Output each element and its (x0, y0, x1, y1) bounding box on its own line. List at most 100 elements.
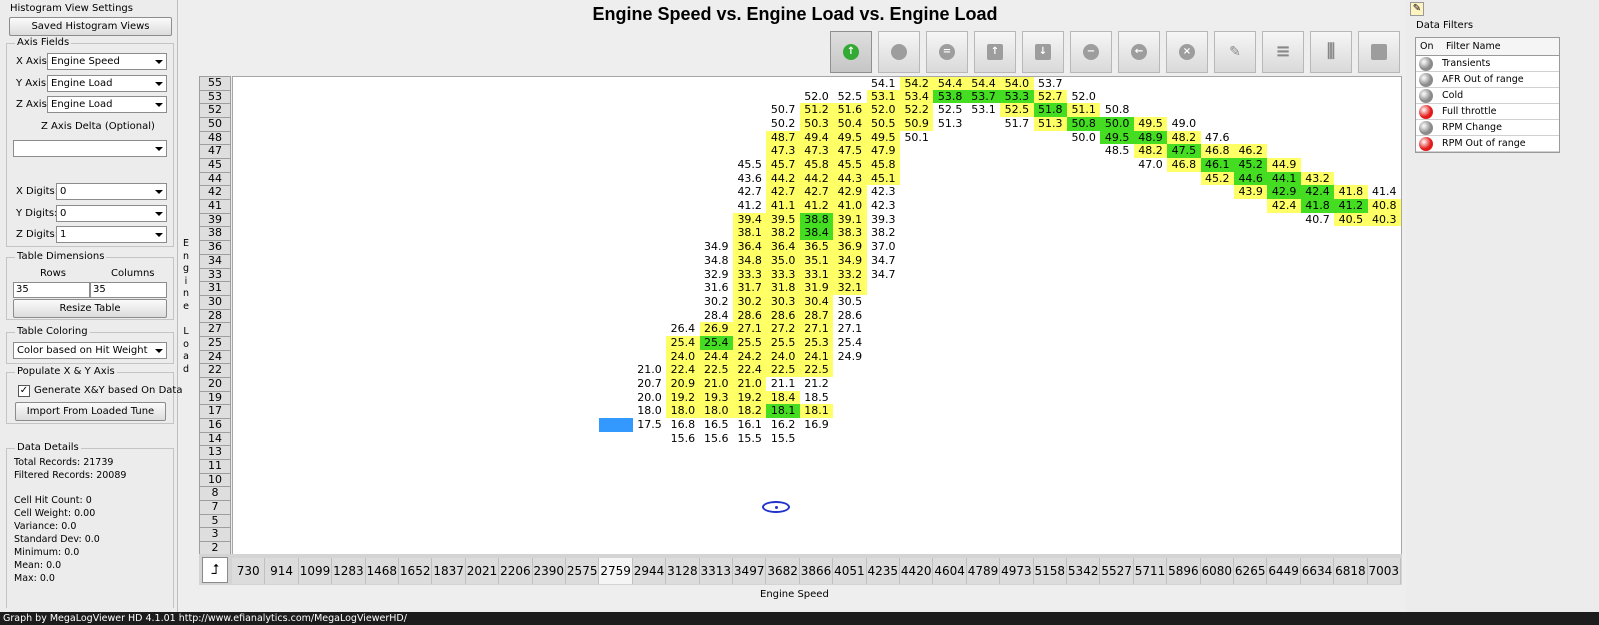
table-cell[interactable]: 53.7 (1033, 76, 1068, 91)
table-cell[interactable] (365, 117, 400, 132)
table-cell[interactable] (1367, 363, 1402, 378)
table-cell[interactable] (866, 335, 901, 351)
table-cell[interactable]: 35.1 (799, 253, 835, 269)
table-cell[interactable] (499, 117, 534, 132)
table-cell[interactable] (599, 158, 634, 173)
table-cell[interactable] (365, 103, 400, 119)
table-cell[interactable]: 39.5 (766, 212, 801, 228)
table-cell[interactable] (332, 253, 367, 269)
table-cell[interactable] (933, 240, 968, 255)
table-cell[interactable] (566, 171, 601, 187)
rows-button[interactable]: ≡ (1262, 31, 1304, 73)
table-cell[interactable] (699, 500, 734, 515)
table-cell[interactable] (1234, 349, 1269, 365)
table-cell[interactable]: 51.6 (833, 103, 868, 119)
table-cell[interactable] (465, 349, 501, 365)
table-cell[interactable] (365, 281, 400, 296)
table-cell[interactable] (632, 89, 668, 105)
table-cell[interactable] (1100, 486, 1135, 502)
table-cell[interactable] (632, 459, 668, 474)
table-cell[interactable] (399, 294, 434, 310)
table-cell[interactable] (1000, 390, 1035, 406)
table-cell[interactable] (232, 513, 267, 529)
table-cell[interactable] (298, 226, 334, 242)
table-cell[interactable] (432, 390, 467, 406)
table-cell[interactable] (332, 513, 367, 529)
table-cell[interactable] (1167, 486, 1202, 502)
table-cell[interactable] (1033, 404, 1068, 419)
table-cell[interactable] (265, 404, 300, 419)
table-cell[interactable]: 53.3 (1000, 89, 1035, 105)
table-cell[interactable] (365, 76, 400, 91)
table-cell[interactable] (1267, 500, 1302, 515)
table-cell[interactable] (1100, 281, 1135, 296)
table-cell[interactable] (1200, 472, 1235, 488)
table-cell[interactable] (666, 226, 701, 242)
table-cell[interactable] (532, 418, 567, 433)
table-cell[interactable]: 54.4 (966, 76, 1002, 91)
table-cell[interactable] (1133, 199, 1169, 214)
table-cell[interactable] (265, 281, 300, 296)
table-cell[interactable] (399, 253, 434, 269)
table-cell[interactable] (1334, 445, 1369, 461)
table-cell[interactable] (799, 472, 835, 488)
table-cell[interactable] (1200, 199, 1235, 214)
table-cell[interactable] (1133, 89, 1169, 105)
table-cell[interactable] (1067, 267, 1102, 283)
table-cell[interactable] (599, 117, 634, 132)
table-cell[interactable] (1367, 472, 1402, 488)
table-cell[interactable] (465, 240, 501, 255)
table-cell[interactable] (1067, 253, 1102, 269)
table-cell[interactable] (1033, 130, 1068, 146)
table-cell[interactable] (1167, 103, 1202, 119)
table-cell[interactable] (332, 431, 367, 447)
table-cell[interactable] (399, 144, 434, 160)
table-cell[interactable] (1000, 527, 1035, 543)
table-cell[interactable] (298, 76, 334, 91)
table-cell[interactable] (399, 89, 434, 105)
table-cell[interactable] (1100, 76, 1135, 91)
table-cell[interactable] (1200, 281, 1235, 296)
table-cell[interactable]: 36.5 (799, 240, 835, 255)
table-cell[interactable] (566, 513, 601, 529)
table-cell[interactable] (1067, 459, 1102, 474)
table-cell[interactable]: 21.0 (632, 363, 668, 378)
table-cell[interactable] (1167, 89, 1202, 105)
table-cell[interactable] (298, 445, 334, 461)
table-cell[interactable] (799, 431, 835, 447)
table-cell[interactable] (365, 212, 400, 228)
z-digits-select[interactable]: 1 (56, 226, 167, 243)
table-cell[interactable] (1133, 322, 1169, 337)
table-cell[interactable] (265, 103, 300, 119)
table-cell[interactable] (966, 267, 1002, 283)
table-cell[interactable]: 38.4 (799, 226, 835, 242)
table-cell[interactable] (532, 459, 567, 474)
table-cell[interactable] (1300, 308, 1336, 324)
table-cell[interactable] (1167, 376, 1202, 392)
filter-off-icon[interactable] (1419, 121, 1433, 135)
table-cell[interactable] (465, 500, 501, 515)
table-cell[interactable] (432, 103, 467, 119)
table-cell[interactable]: 34.8 (699, 253, 734, 269)
table-cell[interactable] (666, 144, 701, 160)
table-cell[interactable] (265, 212, 300, 228)
table-cell[interactable] (1000, 349, 1035, 365)
table-cell[interactable] (499, 294, 534, 310)
table-cell[interactable] (265, 240, 300, 255)
table-cell[interactable]: 30.5 (833, 294, 868, 310)
table-cell[interactable]: 50.8 (1067, 117, 1102, 132)
table-cell[interactable] (399, 117, 434, 132)
table-cell[interactable]: 40.8 (1367, 199, 1402, 214)
table-cell[interactable] (1067, 185, 1102, 201)
table-cell[interactable]: 50.3 (799, 117, 835, 132)
table-cell[interactable] (432, 281, 467, 296)
table-cell[interactable] (900, 376, 935, 392)
table-cell[interactable] (566, 281, 601, 296)
table-cell[interactable] (900, 418, 935, 433)
table-cell[interactable]: 52.0 (866, 103, 901, 119)
table-cell[interactable] (1000, 500, 1035, 515)
table-cell[interactable] (699, 445, 734, 461)
table-cell[interactable]: 50.8 (1100, 103, 1135, 119)
saved-views-button[interactable]: Saved Histogram Views (9, 17, 172, 36)
table-cell[interactable] (733, 103, 768, 119)
